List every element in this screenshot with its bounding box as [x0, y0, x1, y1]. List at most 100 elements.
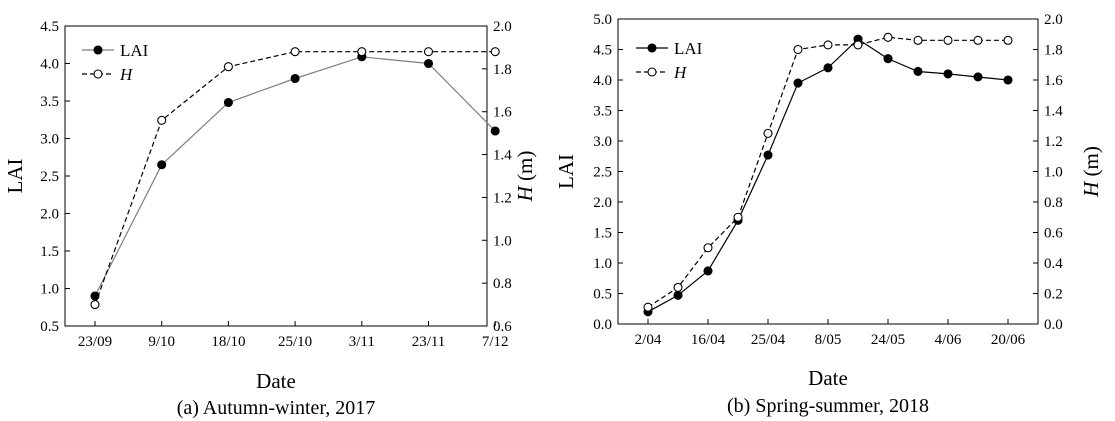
- data-point-open: [703, 243, 713, 253]
- series-lai: [643, 34, 1013, 317]
- y-axis-label-left: LAI: [3, 159, 27, 194]
- series-line: [647, 38, 1009, 313]
- right-tick-label: 1.8: [493, 62, 512, 78]
- x-tick-label: 4/06: [935, 332, 962, 348]
- data-point-filled: [973, 72, 983, 82]
- right-tick-label: 0.4: [1044, 256, 1063, 272]
- y-axis-label-right-symbol: H: [1079, 180, 1103, 198]
- data-point-filled: [90, 291, 100, 301]
- left-tick-label: 5.0: [593, 12, 612, 28]
- data-point-open: [823, 40, 833, 50]
- series-h: [90, 47, 500, 310]
- data-point-open: [157, 115, 167, 125]
- x-tick-label: 8/05: [815, 332, 842, 348]
- data-point-filled: [943, 69, 953, 79]
- right-tick-label: 1.4: [493, 148, 512, 164]
- right-tick-label: 2.0: [493, 19, 512, 35]
- data-point-open: [673, 282, 683, 292]
- left-tick-label: 3.0: [593, 134, 612, 150]
- left-tick-label: 1.5: [40, 244, 59, 260]
- data-point-open: [223, 62, 233, 72]
- x-tick-label: 3/11: [349, 334, 375, 350]
- left-tick-label: 0.5: [593, 287, 612, 303]
- right-tick-label: 0.2: [1044, 287, 1063, 303]
- data-point-open: [490, 47, 500, 57]
- data-point-open: [290, 47, 300, 57]
- left-tick-label: 2.0: [593, 195, 612, 211]
- data-point-filled: [883, 54, 893, 64]
- left-tick-label: 0.0: [593, 317, 612, 333]
- left-tick-label: 2.5: [40, 169, 59, 185]
- y-axis-label-right-unit: (m): [1079, 146, 1103, 182]
- y-axis-label-left: LAI: [554, 154, 578, 189]
- right-tick-label: 1.8: [1044, 43, 1063, 59]
- data-point-filled: [223, 97, 233, 108]
- data-point-filled: [290, 73, 300, 84]
- right-tick-label: 1.6: [493, 105, 512, 121]
- left-tick-label: 4.0: [40, 57, 59, 73]
- left-tick-label: 4.5: [593, 43, 612, 59]
- y-axis-label-right: H (m): [513, 151, 537, 203]
- data-point-open: [643, 302, 653, 312]
- left-tick-label: 1.0: [40, 282, 59, 298]
- legend-label: LAI: [674, 39, 703, 58]
- y-axis-label-right-symbol: H: [513, 184, 537, 202]
- right-tick-label: 0.6: [493, 319, 512, 335]
- data-point-open: [1003, 35, 1013, 45]
- x-tick-label: 25/10: [278, 334, 312, 350]
- right-tick-label: 0.8: [493, 276, 512, 292]
- right-tick-label: 0.0: [1044, 317, 1063, 333]
- x-tick-label: 18/10: [211, 334, 245, 350]
- series-lai: [90, 52, 500, 301]
- x-tick-label: 16/04: [691, 332, 726, 348]
- y-axis-label-right-unit: (m): [513, 151, 537, 187]
- x-tick-label: 25/04: [751, 332, 786, 348]
- chart-a: 0.5 1.0 1.5 2.0 2.5 3.0 3.5 4.0 4.5 0.6 0.8 1.0 1.2 1…: [3, 19, 537, 419]
- data-point-open: [733, 212, 743, 222]
- right-tick-label: 2.0: [1044, 12, 1063, 28]
- right-tick-label: 1.0: [1044, 165, 1063, 181]
- right-tick-label: 1.6: [1044, 73, 1063, 89]
- left-tick-label: 4.0: [593, 73, 612, 89]
- data-point-filled: [673, 290, 683, 300]
- series-line: [94, 56, 496, 297]
- legend: LAI H: [82, 41, 149, 84]
- right-tick-label: 1.2: [493, 190, 512, 206]
- left-tick-label: 2.0: [40, 207, 59, 223]
- legend-marker: [647, 67, 657, 77]
- data-point-open: [90, 300, 100, 310]
- right-tick-label: 1.4: [1044, 104, 1063, 120]
- chart-caption: (a) Autumn-winter, 2017: [177, 397, 376, 419]
- x-tick-label: 23/09: [78, 334, 112, 350]
- right-tick-label: 0.6: [1044, 226, 1063, 242]
- left-tick-label: 0.5: [40, 319, 59, 335]
- data-point-open: [913, 35, 923, 45]
- legend-label: H: [673, 63, 688, 82]
- data-point-filled: [793, 78, 803, 88]
- legend-marker: [93, 69, 103, 79]
- legend-marker: [93, 45, 103, 55]
- x-tick-label: 20/06: [991, 332, 1026, 348]
- data-point-filled: [1003, 75, 1013, 85]
- legend-label: LAI: [120, 41, 149, 60]
- y-axis-label-right: H (m): [1079, 146, 1103, 198]
- x-tick-label: 9/10: [148, 334, 175, 350]
- x-tick-label: 2/04: [635, 332, 662, 348]
- data-point-open: [943, 35, 953, 45]
- data-point-open: [853, 40, 863, 50]
- series-h: [643, 32, 1013, 312]
- left-tick-label: 3.0: [40, 132, 59, 148]
- left-tick-label: 2.5: [593, 165, 612, 181]
- data-point-open: [357, 47, 367, 57]
- x-tick-label: 23/11: [412, 334, 446, 350]
- data-point-filled: [703, 266, 713, 276]
- data-point-open: [883, 32, 893, 42]
- right-tick-label: 1.2: [1044, 134, 1063, 150]
- series-line: [647, 36, 1008, 308]
- x-axis-label: Date: [808, 366, 848, 390]
- data-point-filled: [913, 66, 923, 77]
- left-tick-label: 4.5: [40, 19, 59, 35]
- legend-marker: [647, 43, 657, 53]
- left-tick-label: 3.5: [40, 94, 59, 110]
